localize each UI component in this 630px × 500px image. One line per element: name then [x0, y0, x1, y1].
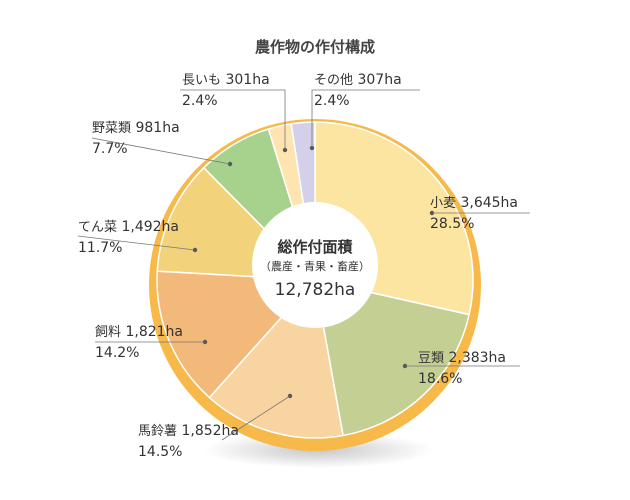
- slice-label-potato: 馬鈴薯 1,852ha 14.5%: [138, 421, 239, 462]
- leader-line-other: [311, 89, 420, 148]
- pie-center-hole: [252, 202, 378, 328]
- slice-name: その他: [314, 73, 354, 88]
- leader-line-potato: [221, 395, 291, 441]
- slice-label-beans: 豆類 2,383ha 18.6%: [418, 348, 506, 389]
- slice-label-yam: 長いも 301ha 2.4%: [182, 70, 270, 111]
- slice-label-feed: 飼料 1,821ha 14.2%: [95, 322, 183, 363]
- slice-percent: 2.4%: [182, 93, 218, 109]
- slice-value: 1,852ha: [181, 423, 239, 439]
- slice-value: 301ha: [225, 72, 270, 88]
- slice-label-vegetables: 野菜類 981ha 7.7%: [92, 118, 180, 159]
- slice-name: てん菜: [78, 220, 118, 235]
- slice-label-sugar-beet: てん菜 1,492ha 11.7%: [78, 217, 179, 258]
- slice-value: 307ha: [357, 72, 402, 88]
- slice-name: 馬鈴薯: [138, 424, 178, 439]
- slice-percent: 18.6%: [418, 371, 463, 387]
- slice-name: 飼料: [95, 325, 122, 340]
- leader-line-vegetables: [91, 137, 231, 165]
- slice-value: 3,645ha: [460, 195, 518, 211]
- center-total-value: 12,782ha: [274, 280, 356, 300]
- slice-value: 1,821ha: [125, 324, 183, 340]
- center-total-title: 総作付面積: [277, 238, 353, 256]
- slice-percent: 14.5%: [138, 444, 183, 460]
- slice-value: 2,383ha: [448, 350, 506, 366]
- leader-line-yam: [180, 89, 286, 150]
- slice-name: 長いも: [182, 73, 222, 88]
- slice-label-other: その他 307ha 2.4%: [314, 70, 402, 111]
- leader-line-sugar-beet: [77, 235, 196, 251]
- slice-percent: 7.7%: [92, 141, 128, 157]
- slice-value: 981ha: [135, 120, 180, 136]
- slice-name: 小麦: [430, 196, 457, 211]
- slice-percent: 11.7%: [78, 240, 123, 256]
- slice-name: 豆類: [418, 351, 445, 366]
- slice-value: 1,492ha: [121, 219, 179, 235]
- pie-slice-beans: [314, 279, 471, 437]
- slice-percent: 14.2%: [95, 345, 140, 361]
- center-total-subtitle: （農産・青果・畜産）: [260, 260, 370, 273]
- slice-percent: 28.5%: [430, 216, 475, 232]
- slice-name: 野菜類: [92, 121, 132, 136]
- chart-title: 農作物の作付構成: [254, 38, 375, 56]
- slice-percent: 2.4%: [314, 93, 350, 109]
- slice-label-wheat: 小麦 3,645ha 28.5%: [430, 193, 518, 234]
